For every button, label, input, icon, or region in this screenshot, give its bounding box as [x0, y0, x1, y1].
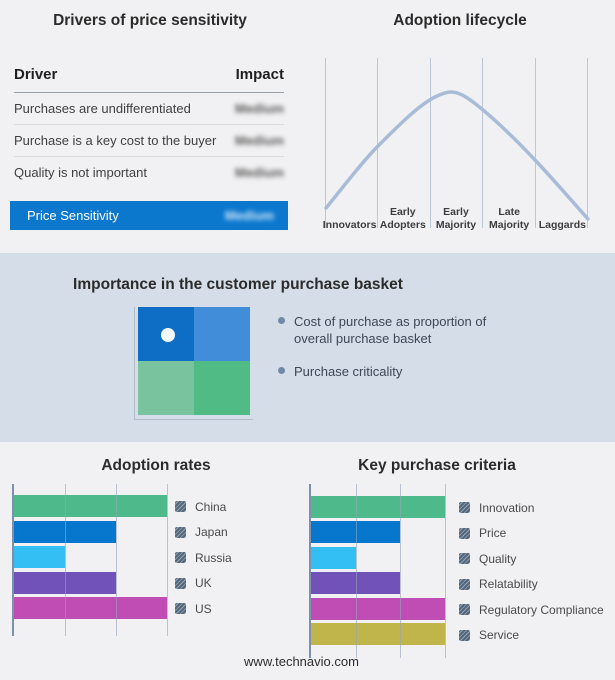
bullet-item: Cost of purchase as proportion of overal…	[278, 313, 496, 347]
legend-swatch-icon	[459, 553, 470, 565]
legend-swatch-icon	[459, 629, 470, 641]
stage-divider-line	[587, 58, 588, 228]
legend-item: Innovation	[459, 495, 604, 521]
bullet-icon	[278, 317, 285, 324]
legend-swatch-icon	[175, 501, 186, 513]
drivers-title: Drivers of price sensitivity	[53, 12, 247, 29]
adoption-rates-legend: China Japan Russia UK US	[175, 494, 232, 622]
stage-label-early-adopters: Early Adopters	[379, 205, 426, 232]
legend-swatch-icon	[175, 552, 186, 564]
stage-divider-line	[325, 58, 326, 228]
impact-cell-blurred: Medium	[234, 101, 284, 116]
adoption-lifecycle-chart	[324, 58, 590, 233]
basket-bullet-list: Cost of purchase as proportion of overal…	[278, 313, 496, 396]
legend-item: Service	[459, 623, 604, 649]
stage-divider-line	[377, 58, 379, 228]
impact-cell-blurred: Medium	[234, 165, 284, 180]
legend-swatch-icon	[459, 527, 470, 539]
bar-us	[14, 597, 167, 619]
bar-china	[14, 495, 167, 517]
gridline	[400, 484, 402, 658]
driver-cell: Quality is not important	[14, 165, 147, 180]
bar-regulatory-compliance	[311, 597, 445, 620]
col-header-driver: Driver	[14, 66, 58, 83]
quadrant-matrix	[134, 307, 253, 420]
quadrant-top-right	[194, 307, 250, 361]
legend-swatch-icon	[175, 603, 186, 615]
quadrant-x-axis	[134, 419, 253, 420]
stage-label-early-majority: Early Majority	[435, 205, 477, 232]
impact-cell-blurred: Medium	[234, 133, 284, 148]
website-url: www.technavio.com	[244, 654, 359, 669]
stage-label-laggards: Laggards	[538, 219, 586, 232]
bell-curve	[324, 90, 590, 221]
bar-quality	[311, 546, 356, 569]
gridline	[355, 484, 357, 658]
bullet-icon	[278, 367, 285, 375]
legend-item: UK	[175, 571, 232, 597]
legend-swatch-icon	[459, 502, 470, 514]
stage-label-late-majority: Late Majority	[489, 205, 530, 232]
gridline	[115, 484, 117, 636]
legend-swatch-icon	[459, 604, 470, 616]
value-axis	[12, 484, 14, 636]
driver-cell: Purchases are undifferentiated	[14, 101, 191, 116]
key-purchase-criteria-title: Key purchase criteria	[358, 457, 516, 474]
bar-russia	[14, 546, 65, 568]
quadrant-bottom-left	[138, 361, 194, 415]
gridline	[166, 484, 168, 636]
key-purchase-criteria-legend: Innovation Price Quality Relatability Re…	[459, 495, 604, 648]
quadrant-y-axis	[134, 307, 135, 420]
legend-item: Relatability	[459, 572, 604, 598]
price-sensitivity-label: Price Sensitivity	[27, 208, 119, 223]
bar-innovation	[311, 496, 445, 518]
legend-swatch-icon	[175, 577, 186, 589]
drivers-table-header: Driver Impact	[14, 66, 284, 93]
lifecycle-title: Adoption lifecycle	[393, 12, 527, 29]
quadrant-bottom-right	[194, 361, 250, 415]
drivers-table: Driver Impact Purchases are undifferenti…	[10, 66, 288, 230]
value-axis	[309, 484, 311, 658]
adoption-rates-chart	[12, 484, 168, 636]
table-row: Purchases are undifferentiated Medium	[14, 93, 284, 125]
stage-divider-line	[429, 58, 431, 228]
position-marker-dot	[161, 328, 175, 342]
impact-cell-blurred: Medium	[224, 208, 274, 223]
legend-item: Russia	[175, 545, 232, 571]
col-header-impact: Impact	[235, 66, 284, 83]
legend-item: Regulatory Compliance	[459, 597, 604, 623]
table-row: Quality is not important Medium	[14, 157, 284, 188]
table-row: Purchase is a key cost to the buyer Medi…	[14, 125, 284, 157]
price-sensitivity-row: Price Sensitivity Medium	[10, 201, 288, 230]
gridline	[445, 484, 446, 658]
legend-item: China	[175, 494, 232, 520]
basket-title: Importance in the customer purchase bask…	[73, 276, 403, 293]
gridline	[64, 484, 66, 636]
legend-swatch-icon	[459, 578, 470, 590]
stage-divider-line	[534, 58, 536, 228]
purchase-basket-section: Importance in the customer purchase bask…	[0, 253, 615, 442]
lifecycle-stage-labels: Innovators Early Adopters Early Majority…	[323, 203, 589, 233]
bar-service	[311, 623, 445, 645]
stage-divider-line	[482, 58, 484, 228]
adoption-rates-title: Adoption rates	[101, 457, 211, 474]
key-purchase-criteria-chart	[309, 484, 446, 658]
legend-item: Japan	[175, 520, 232, 546]
legend-item: US	[175, 596, 232, 622]
bullet-item: Purchase criticality	[278, 363, 496, 380]
legend-item: Price	[459, 521, 604, 547]
driver-cell: Purchase is a key cost to the buyer	[14, 133, 217, 148]
legend-item: Quality	[459, 546, 604, 572]
legend-swatch-icon	[175, 526, 186, 538]
stage-label-innovators: Innovators	[322, 219, 377, 232]
